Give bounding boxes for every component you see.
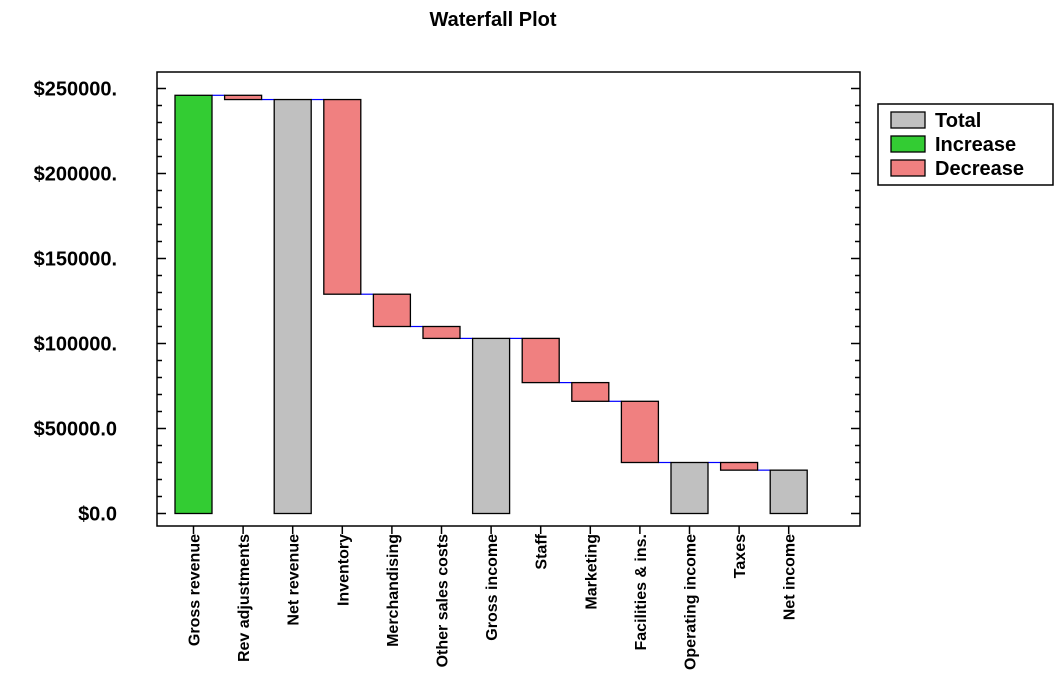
- x-tick-label: Gross income: [484, 534, 501, 641]
- decrease-bar: [620, 400, 660, 464]
- x-tick-label: Operating income: [683, 534, 700, 670]
- total-bar: [670, 461, 709, 515]
- decrease-bar: [719, 461, 759, 471]
- legend-label-increase: Increase: [935, 134, 1016, 156]
- total-bar: [273, 98, 312, 515]
- y-tick-label: $150000.: [34, 249, 117, 271]
- decrease-bar: [571, 381, 610, 402]
- legend-swatch-total: [890, 111, 926, 129]
- x-tick-label: Gross revenue: [187, 534, 204, 646]
- x-tick-label: Facilities & ins.: [633, 534, 650, 650]
- decrease-bar: [521, 337, 560, 384]
- x-tick-label: Taxes: [732, 534, 749, 578]
- x-tick-label: Net revenue: [286, 534, 303, 626]
- legend-swatch-decrease: [890, 159, 926, 177]
- legend-label-total: Total: [935, 110, 981, 132]
- legend-label-decrease: Decrease: [935, 158, 1024, 180]
- y-tick-label: $100000.: [34, 334, 117, 356]
- y-tick-label: $50000.0: [34, 419, 117, 441]
- x-tick-label: Inventory: [335, 534, 352, 606]
- y-axis: $0.0 $50000.0 $100000. $150000. $200000. $250…: [34, 79, 860, 526]
- y-tick-label: $250000.: [34, 79, 117, 101]
- plot-area-frame: [156, 71, 861, 527]
- total-bar: [471, 337, 511, 515]
- x-tick-label: Rev adjustments: [236, 534, 253, 662]
- total-bar: [769, 469, 808, 515]
- x-axis: Gross revenue Rev adjustments Net revenue I…: [187, 526, 799, 670]
- x-tick-label: Merchandising: [385, 534, 402, 647]
- decrease-bar: [323, 98, 362, 295]
- legend-swatch-increase: [890, 135, 926, 153]
- increase-bar: [174, 94, 213, 515]
- chart-title: Waterfall Plot: [429, 9, 556, 31]
- connector-lines: [212, 94, 771, 471]
- decrease-bar: [223, 94, 263, 101]
- decrease-bar: [372, 293, 412, 328]
- x-tick-label: Net income: [782, 534, 799, 620]
- y-tick-label: $200000.: [34, 164, 117, 186]
- bars: [174, 94, 808, 515]
- x-tick-label: Staff: [534, 533, 551, 569]
- x-tick-label: Other sales costs: [435, 534, 452, 668]
- x-tick-label: Marketing: [583, 534, 600, 610]
- decrease-bar: [422, 325, 461, 340]
- y-tick-label: $0.0: [78, 504, 117, 526]
